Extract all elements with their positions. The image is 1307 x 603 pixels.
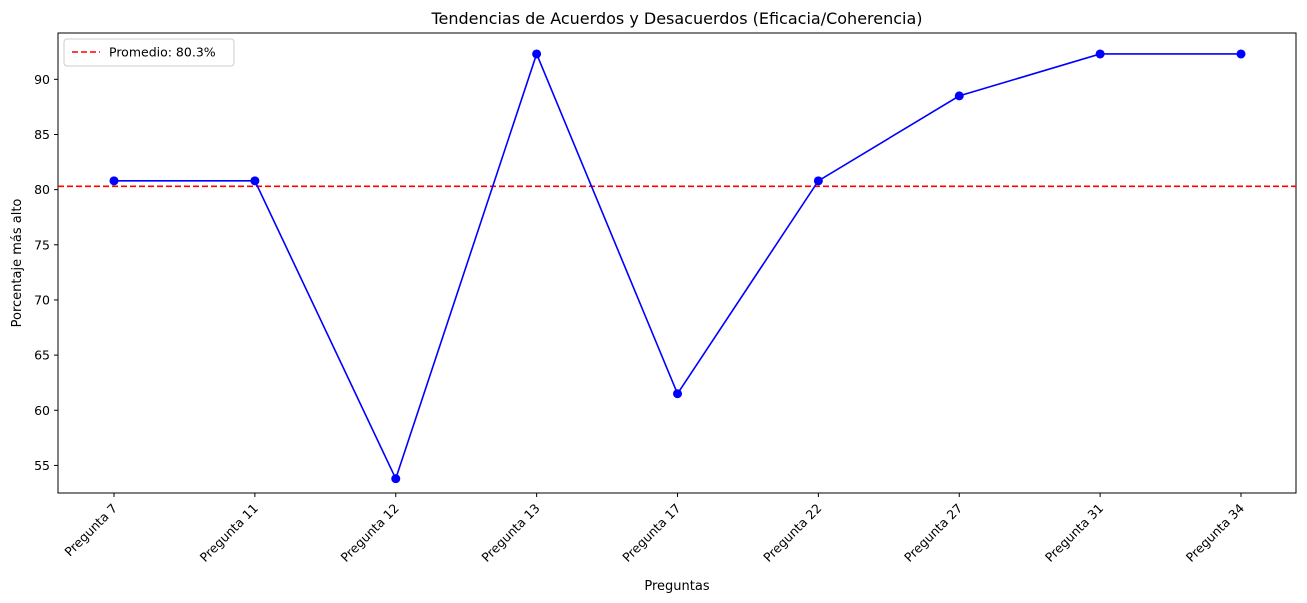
y-tick-label: 85 [34,127,50,142]
x-tick-label: Pregunta 31 [1042,501,1106,565]
legend: Promedio: 80.3% [63,38,235,67]
x-tick-label: Pregunta 34 [1183,500,1247,564]
data-point [250,176,260,186]
series-line [109,49,1246,484]
x-tick-label: Pregunta 12 [337,501,401,565]
y-tick-label: 65 [34,348,50,363]
x-axis-label: Preguntas [644,579,709,594]
y-tick-label: 75 [34,237,50,252]
data-point [1095,49,1105,59]
data-point [1236,49,1246,59]
legend-label: Promedio: 80.3% [109,45,216,60]
data-point [391,474,401,484]
data-point [813,176,823,186]
x-tick-label: Pregunta 17 [619,501,683,565]
data-point [673,389,682,399]
y-tick-label: 60 [34,403,50,418]
data-point [109,176,119,186]
plot-area [57,32,1297,494]
x-tick-label: Pregunta 27 [901,501,965,565]
x-tick-label: Pregunta 13 [478,501,542,565]
x-tick-label: Pregunta 22 [760,501,824,565]
y-axis-label: Porcentaje más alto [10,199,25,328]
data-point [532,49,542,59]
legend-box [63,38,235,67]
y-tick-label: 90 [34,72,50,87]
y-tick-label: 80 [34,182,50,197]
y-tick-label: 70 [34,292,50,307]
x-axis: Pregunta 7 Pregunta 11 Pregunta 12 Pregunta… [61,493,1247,565]
chart-title: Tendencias de Acuerdos y Desacuerdos (Ef… [430,9,922,28]
data-point [954,91,964,101]
x-tick-label: Pregunta 11 [197,501,261,565]
y-tick-label: 55 [34,458,50,473]
y-axis: 55 60 65 70 75 80 85 90 [34,72,58,473]
x-tick-label: Pregunta 7 [61,501,120,560]
